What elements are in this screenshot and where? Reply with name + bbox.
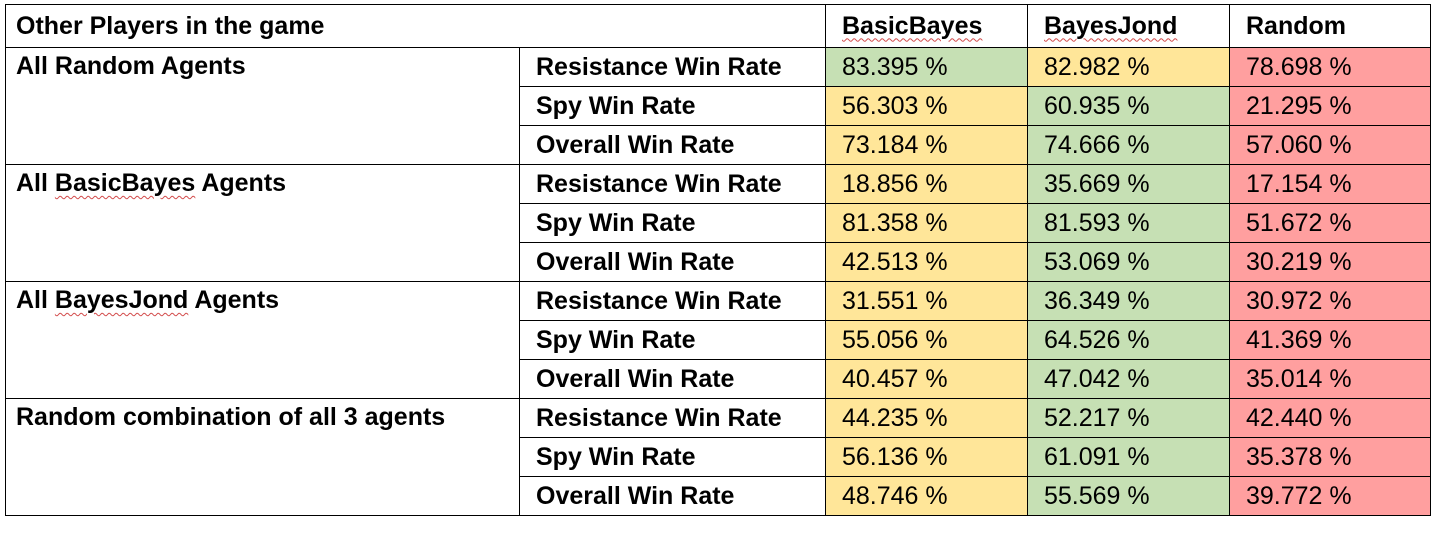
table-row: Overall Win Rate 48.746 % 55.569 % 39.772 % <box>6 476 1431 516</box>
metric-label: Overall Win Rate <box>519 359 826 399</box>
value-cell: 78.698 % <box>1229 47 1431 87</box>
value-cell: 21.295 % <box>1229 86 1431 126</box>
group-label: All BasicBayes Agents <box>5 164 520 282</box>
metric-label: Overall Win Rate <box>519 476 826 516</box>
value-cell: 64.526 % <box>1027 320 1230 360</box>
value-cell: 18.856 % <box>825 164 1028 204</box>
value-cell: 51.672 % <box>1229 203 1431 243</box>
table-row: Spy Win Rate 81.358 % 81.593 % 51.672 % <box>6 203 1431 243</box>
value-cell: 35.669 % <box>1027 164 1230 204</box>
table-row: All BayesJond Agents Resistance Win Rate 3… <box>5 281 1431 399</box>
value-cell: 61.091 % <box>1027 437 1230 477</box>
value-cell: 39.772 % <box>1229 476 1431 516</box>
column-header-bayesjond: BayesJond <box>1027 4 1230 48</box>
value-cell: 81.358 % <box>825 203 1028 243</box>
column-header-basicbayes: BasicBayes <box>825 4 1028 48</box>
value-cell: 41.369 % <box>1229 320 1431 360</box>
value-cell: 55.569 % <box>1027 476 1230 516</box>
value-cell: 57.060 % <box>1229 125 1431 165</box>
table-row: Spy Win Rate 56.303 % 60.935 % 21.295 % <box>6 86 1431 126</box>
metric-label: Resistance Win Rate <box>519 281 826 321</box>
value-cell: 53.069 % <box>1027 242 1230 282</box>
value-cell: 30.219 % <box>1229 242 1431 282</box>
metric-label: Spy Win Rate <box>519 86 826 126</box>
value-cell: 36.349 % <box>1027 281 1230 321</box>
metric-label: Resistance Win Rate <box>519 398 826 438</box>
value-cell: 42.440 % <box>1229 398 1431 438</box>
results-table-body: Other Players in the game BasicBayes Bay… <box>5 4 1431 516</box>
value-cell: 47.042 % <box>1027 359 1230 399</box>
value-cell: 17.154 % <box>1229 164 1431 204</box>
table-row: All BasicBayes Agents Resistance Win Rate… <box>5 164 1431 282</box>
value-cell: 30.972 % <box>1229 281 1431 321</box>
value-cell: 35.014 % <box>1229 359 1431 399</box>
agent-name: BasicBayes <box>842 11 983 40</box>
value-cell: 40.457 % <box>825 359 1028 399</box>
group-label-text: All BayesJond Agents <box>16 286 280 314</box>
metric-label: Spy Win Rate <box>519 203 826 243</box>
value-cell: 48.746 % <box>825 476 1028 516</box>
value-cell: 60.935 % <box>1027 86 1230 126</box>
value-cell: 52.217 % <box>1027 398 1230 438</box>
table-row: Overall Win Rate 73.184 % 74.666 % 57.060 % <box>6 125 1431 165</box>
value-cell: 81.593 % <box>1027 203 1230 243</box>
value-cell: 55.056 % <box>825 320 1028 360</box>
group-label: Random combination of all 3 agents <box>5 398 520 516</box>
table-row: Overall Win Rate 40.457 % 47.042 % 35.014 % <box>6 359 1431 399</box>
value-cell: 35.378 % <box>1229 437 1431 477</box>
value-cell: 42.513 % <box>825 242 1028 282</box>
value-cell: 82.982 % <box>1027 47 1230 87</box>
metric-label: Spy Win Rate <box>519 320 826 360</box>
metric-label: Overall Win Rate <box>519 242 826 282</box>
value-cell: 56.303 % <box>825 86 1028 126</box>
agent-name: Random <box>1246 11 1346 40</box>
table-row: Overall Win Rate 42.513 % 53.069 % 30.219 % <box>6 242 1431 282</box>
group-label-text: All BasicBayes Agents <box>16 169 287 197</box>
header-label: Other Players in the game <box>5 4 826 48</box>
column-header-random: Random <box>1229 4 1431 48</box>
metric-label: Resistance Win Rate <box>519 164 826 204</box>
group-label-text: All Random Agents <box>16 52 246 80</box>
table-row: Spy Win Rate 55.056 % 64.526 % 41.369 % <box>6 320 1431 360</box>
value-cell: 56.136 % <box>825 437 1028 477</box>
header-row: Other Players in the game BasicBayes Bay… <box>5 4 1431 48</box>
table-row: All Random Agents Resistance Win Rate 83.3… <box>5 47 1431 165</box>
value-cell: 73.184 % <box>825 125 1028 165</box>
table-row: Spy Win Rate 56.136 % 61.091 % 35.378 % <box>6 437 1431 477</box>
agent-name: BayesJond <box>1044 11 1178 40</box>
group-label: All Random Agents <box>5 47 520 165</box>
value-cell: 31.551 % <box>825 281 1028 321</box>
value-cell: 44.235 % <box>825 398 1028 438</box>
metric-label: Resistance Win Rate <box>519 47 826 87</box>
value-cell: 74.666 % <box>1027 125 1230 165</box>
value-cell: 83.395 % <box>825 47 1028 87</box>
metric-label: Overall Win Rate <box>519 125 826 165</box>
results-table: Other Players in the game BasicBayes Bay… <box>5 4 1431 516</box>
table-row: Random combination of all 3 agents Resist… <box>5 398 1431 516</box>
metric-label: Spy Win Rate <box>519 437 826 477</box>
group-label: All BayesJond Agents <box>5 281 520 399</box>
group-label-text: Random combination of all 3 agents <box>16 403 446 431</box>
